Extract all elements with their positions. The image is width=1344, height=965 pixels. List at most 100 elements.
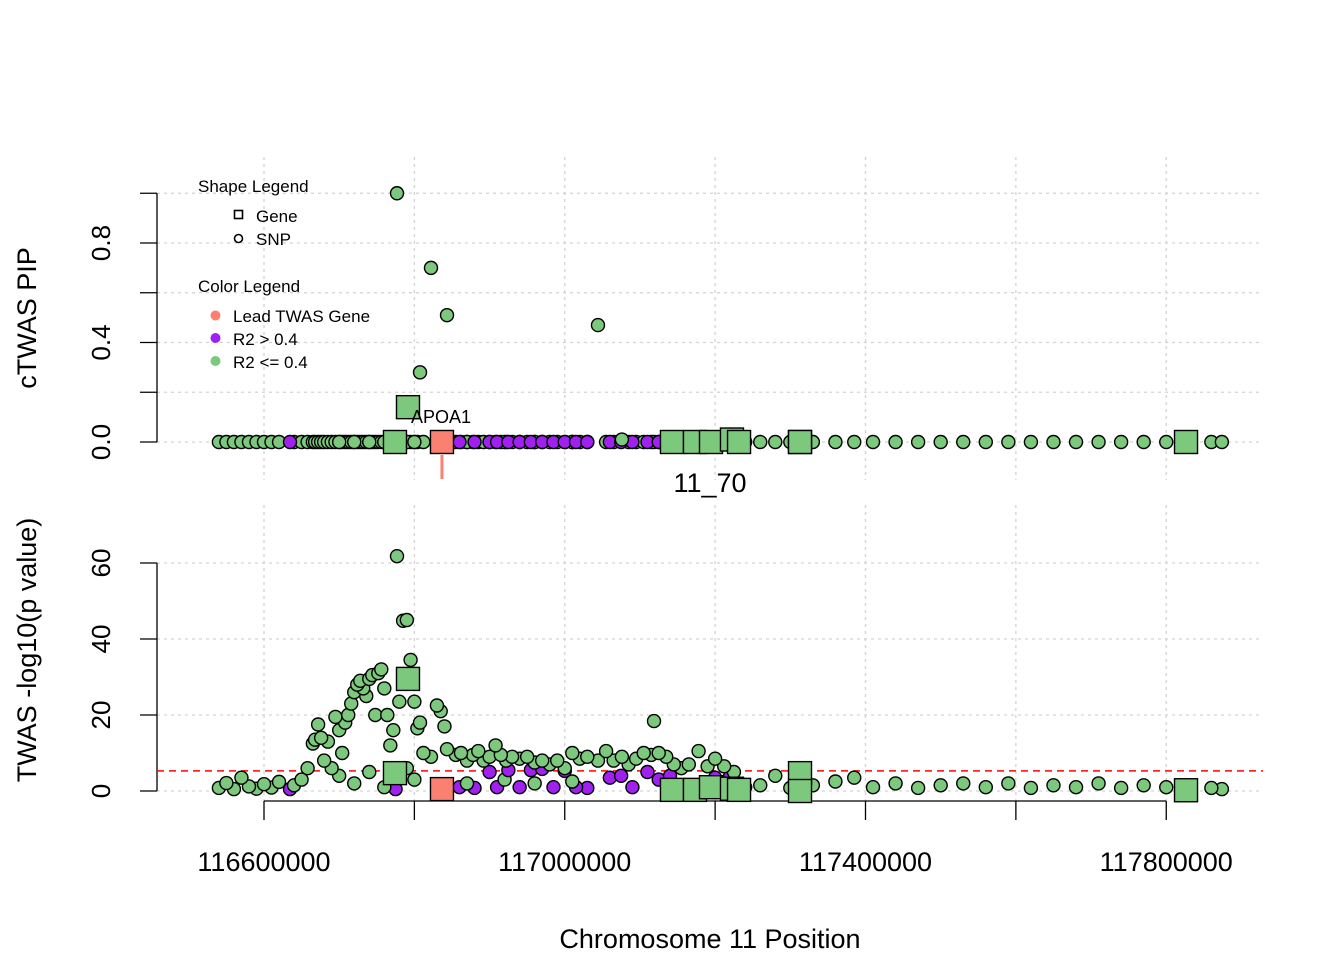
- bottom-y-tick-label: 20: [86, 701, 116, 730]
- snp-point: [625, 780, 640, 795]
- snp-point: [482, 764, 497, 780]
- x-tick-label: 116600000: [197, 847, 330, 877]
- snp-point: [580, 434, 595, 450]
- pvalue-panel-marks: [157, 548, 1263, 804]
- snp-point: [910, 434, 926, 450]
- snp-point: [383, 738, 398, 753]
- bottom-y-tick-label: 60: [86, 549, 116, 578]
- snp-point: [362, 434, 377, 450]
- snp-point: [681, 757, 697, 772]
- gene-marker: [395, 666, 421, 692]
- snp-point: [753, 778, 768, 793]
- legend-green-dot: [210, 356, 221, 366]
- snp-point: [1159, 780, 1174, 795]
- snp-point: [1046, 434, 1061, 450]
- snp-point: [310, 717, 326, 732]
- snp-point: [389, 548, 405, 564]
- x-tick-label: 117400000: [799, 847, 932, 877]
- snp-point: [1046, 778, 1061, 793]
- snp-point: [1001, 434, 1016, 450]
- snp-point: [716, 759, 732, 774]
- snp-point: [334, 745, 350, 761]
- snp-point: [437, 719, 452, 734]
- snp-point: [1068, 780, 1084, 795]
- snp-point: [256, 776, 272, 792]
- snp-point: [439, 742, 455, 757]
- snp-point: [328, 709, 343, 725]
- snp-point: [1023, 780, 1039, 796]
- snp-point: [300, 761, 315, 776]
- snp-point: [1091, 776, 1106, 791]
- gene-marker: [698, 429, 724, 455]
- snp-point: [331, 434, 347, 450]
- top-y-tick-label: 0.4: [86, 324, 116, 360]
- legend-circle-icon: [233, 233, 244, 244]
- snp-point: [865, 434, 881, 450]
- snp-point: [407, 772, 422, 787]
- snp-point: [1113, 434, 1129, 450]
- snp-point: [1204, 780, 1219, 796]
- snp-point: [910, 780, 926, 796]
- gene-marker: [659, 429, 685, 455]
- top-y-axis-label: cTWAS PIP: [12, 247, 42, 389]
- snp-point: [313, 730, 329, 745]
- snp-point: [1136, 778, 1151, 793]
- snp-point: [412, 715, 428, 730]
- snp-point: [471, 743, 486, 759]
- gene-marker: [698, 775, 724, 800]
- snp-point: [598, 743, 614, 759]
- gene-marker: [787, 429, 813, 455]
- snp-point: [519, 749, 535, 764]
- snp-point: [651, 745, 666, 761]
- snp-point: [1068, 434, 1084, 450]
- gene-marker: [395, 394, 421, 420]
- snp-point: [1113, 780, 1129, 796]
- gene-label-apoa1: APOA1: [411, 407, 471, 427]
- snp-point: [565, 774, 580, 789]
- snp-point: [512, 780, 527, 795]
- snp-point: [392, 694, 407, 709]
- snp-point: [640, 764, 655, 780]
- snp-point: [271, 774, 287, 790]
- snp-point: [753, 434, 768, 450]
- x-axis-label: Chromosome 11 Position: [559, 924, 860, 954]
- snp-point: [636, 745, 651, 761]
- snp-point: [888, 434, 903, 450]
- snp-point: [614, 749, 630, 764]
- snp-point: [933, 778, 948, 793]
- legend: Shape Legend Gene SNP Color Legend Lead …: [198, 177, 370, 372]
- snp-point: [590, 317, 606, 333]
- gene-marker: [382, 429, 408, 455]
- gene-marker: [659, 777, 685, 803]
- snp-point: [407, 694, 422, 709]
- snp-point: [412, 365, 428, 380]
- gene-marker: [726, 777, 752, 803]
- snp-point: [386, 723, 401, 738]
- snp-point: [933, 434, 948, 450]
- snp-point: [978, 780, 993, 795]
- gene-marker: [787, 778, 813, 804]
- snp-point: [613, 768, 629, 783]
- snp-point: [580, 749, 595, 764]
- snp-point: [316, 753, 332, 768]
- legend-r2-high-label: R2 > 0.4: [233, 330, 298, 349]
- legend-gene-label: Gene: [256, 207, 298, 226]
- snp-point: [377, 681, 392, 696]
- legend-lead-dot: [210, 310, 221, 321]
- snp-point: [550, 753, 565, 768]
- lead-gene-marker: [429, 776, 455, 802]
- bottom-y-tick-label: 40: [86, 625, 116, 654]
- snp-point: [389, 186, 405, 201]
- snp-point: [282, 434, 298, 450]
- snp-point: [416, 745, 431, 761]
- snp-point: [828, 774, 843, 789]
- snp-point: [234, 770, 249, 785]
- color-legend-title: Color Legend: [198, 277, 300, 296]
- snp-point: [1159, 434, 1174, 450]
- top-y-tick-label: 0.0: [86, 424, 116, 460]
- bottom-y-axis-label: TWAS -log10(p value): [12, 518, 42, 783]
- snp-point: [403, 652, 418, 668]
- top-y-tick-label: 0.8: [86, 225, 116, 261]
- region-label: 11_70: [673, 468, 746, 498]
